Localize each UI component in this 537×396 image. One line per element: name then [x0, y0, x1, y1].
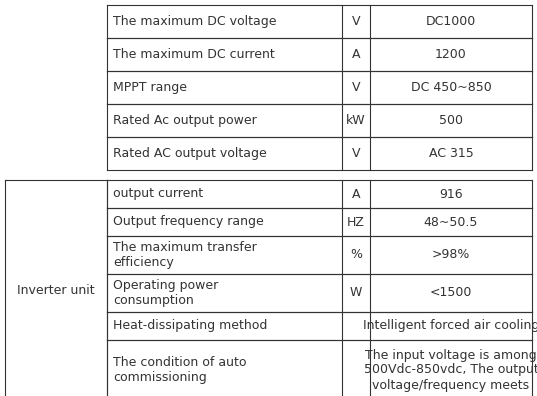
Text: 48~50.5: 48~50.5	[424, 215, 478, 228]
Text: 500: 500	[439, 114, 463, 127]
Text: The maximum transfer
efficiency: The maximum transfer efficiency	[113, 241, 257, 269]
Text: Intelligent forced air cooling: Intelligent forced air cooling	[363, 320, 537, 333]
Text: V: V	[352, 81, 360, 94]
Text: >98%: >98%	[432, 249, 470, 261]
Text: W: W	[350, 286, 362, 299]
Text: V: V	[352, 147, 360, 160]
Text: kW: kW	[346, 114, 366, 127]
Text: Operating power
consumption: Operating power consumption	[113, 279, 218, 307]
Text: DC1000: DC1000	[426, 15, 476, 28]
Text: +: +	[535, 395, 537, 396]
Text: Heat-dissipating method: Heat-dissipating method	[113, 320, 267, 333]
Text: A: A	[352, 48, 360, 61]
Text: 916: 916	[439, 187, 463, 200]
Text: Rated AC output voltage: Rated AC output voltage	[113, 147, 267, 160]
Text: The maximum DC current: The maximum DC current	[113, 48, 275, 61]
Text: Inverter unit: Inverter unit	[17, 284, 95, 297]
Text: 1200: 1200	[435, 48, 467, 61]
Text: V: V	[352, 15, 360, 28]
Text: <1500: <1500	[430, 286, 472, 299]
Text: AC 315: AC 315	[429, 147, 474, 160]
Text: Output frequency range: Output frequency range	[113, 215, 264, 228]
Text: HZ: HZ	[347, 215, 365, 228]
Text: The condition of auto
commissioning: The condition of auto commissioning	[113, 356, 246, 384]
Text: DC 450~850: DC 450~850	[411, 81, 491, 94]
Text: A: A	[352, 187, 360, 200]
Text: The maximum DC voltage: The maximum DC voltage	[113, 15, 277, 28]
Text: The input voltage is among
500Vdc-850vdc, The output
voltage/frequency meets: The input voltage is among 500Vdc-850vdc…	[364, 348, 537, 392]
Text: output current: output current	[113, 187, 203, 200]
Text: %: %	[350, 249, 362, 261]
Text: MPPT range: MPPT range	[113, 81, 187, 94]
Text: Rated Ac output power: Rated Ac output power	[113, 114, 257, 127]
Text: +: +	[535, 165, 537, 175]
